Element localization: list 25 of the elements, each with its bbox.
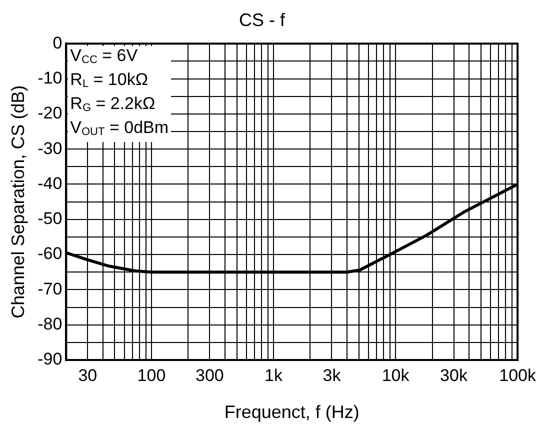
annotation: R$_{L}$ = 10kΩ (70, 70, 150, 92)
x-tick-label: 30 (78, 366, 98, 385)
x-axis-title: Frequenct, f (Hz) (224, 402, 360, 422)
y-tick-label: -60 (38, 244, 62, 264)
x-tick-label: 100 (137, 366, 166, 385)
x-tick-label: 30k (440, 366, 468, 385)
x-tick-label: 3k (322, 366, 342, 385)
y-tick-label: -90 (38, 350, 62, 369)
annotation: V$_{CC}$ = 6V (70, 46, 139, 68)
y-tick-label: -40 (38, 174, 62, 193)
y-tick-label: 0 (52, 33, 62, 52)
y-tick-label: -80 (38, 314, 62, 334)
y-axis-title: Channel Separation, CS (dB) (8, 85, 28, 318)
x-tick-label: 300 (196, 366, 224, 385)
annotation: R$_{G}$ = 2.2kΩ (70, 94, 156, 116)
y-tick-label: -50 (38, 209, 62, 228)
x-tick-label: 100k (499, 366, 536, 385)
chart-title: CS - f (238, 10, 286, 30)
y-tick-label: -10 (38, 68, 62, 88)
x-tick-label: 10k (382, 366, 410, 385)
x-tick-label: 1k (264, 366, 283, 385)
y-tick-label: -30 (38, 138, 62, 158)
y-tick-label: -20 (38, 104, 62, 123)
y-tick-label: -70 (38, 279, 62, 298)
annotation: V$_{OUT}$ = 0dBm (70, 118, 169, 140)
